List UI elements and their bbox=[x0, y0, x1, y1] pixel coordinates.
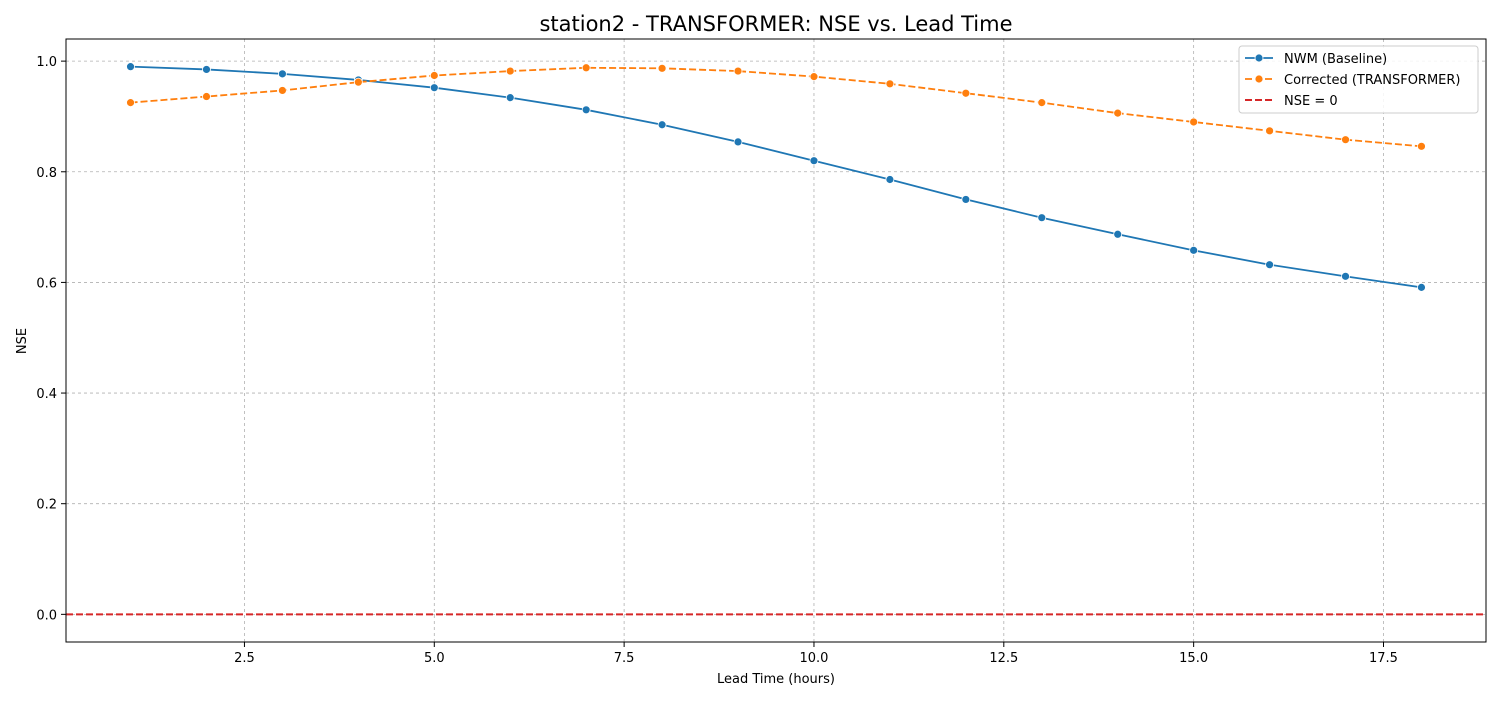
nwm-baseline-data-point bbox=[961, 195, 971, 204]
nwm-baseline-data-point bbox=[733, 137, 743, 147]
y-tick-label: 1.0 bbox=[36, 55, 57, 70]
x-tick-label: 2.5 bbox=[234, 651, 255, 666]
corrected-transformer-data-point bbox=[657, 63, 667, 73]
legend: NWM (Baseline) Corrected (TRANSFORMER) NSE… bbox=[1238, 45, 1479, 114]
nwm-baseline-data-point bbox=[1113, 229, 1123, 239]
corrected-transformer-data-point bbox=[278, 86, 287, 95]
corrected-transformer-data-point bbox=[1189, 117, 1199, 127]
nwm-baseline-data-point bbox=[278, 69, 287, 79]
y-tick-label: 0.6 bbox=[36, 276, 57, 291]
nwm-baseline-data-point bbox=[1037, 213, 1047, 223]
nwm-baseline-data-point bbox=[581, 105, 591, 115]
corrected-transformer-data-point bbox=[1417, 141, 1426, 151]
y-axis: 0.0 0.2 0.4 0.6 0.8 1.0 bbox=[36, 55, 66, 623]
x-tick-label: 15.0 bbox=[1179, 651, 1208, 666]
x-tick-label: 10.0 bbox=[799, 651, 828, 666]
nwm-baseline-data-point bbox=[202, 65, 211, 74]
nwm-baseline-data-point bbox=[429, 83, 439, 93]
corrected-transformer-data-point bbox=[126, 98, 135, 108]
x-tick-label: 17.5 bbox=[1369, 651, 1398, 666]
legend-corrected-transformer-label: Corrected (TRANSFORMER) bbox=[1284, 73, 1461, 88]
nwm-baseline-data-point bbox=[1341, 271, 1350, 281]
corrected-transformer-data-point bbox=[1037, 98, 1047, 108]
legend-nse-zero-label: NSE = 0 bbox=[1284, 94, 1338, 109]
corrected-transformer-data-point bbox=[1265, 126, 1274, 136]
nwm-baseline-data-point bbox=[1417, 282, 1426, 292]
y-tick-label: 0.0 bbox=[36, 608, 57, 623]
y-axis-label: NSE bbox=[15, 328, 30, 354]
x-tick-label: 12.5 bbox=[989, 651, 1018, 666]
legend-box bbox=[1238, 45, 1479, 114]
corrected-transformer-data-point bbox=[885, 79, 895, 89]
corrected-transformer-data-point bbox=[1113, 108, 1123, 118]
corrected-transformer-data-point bbox=[581, 63, 591, 73]
nwm-baseline-data-point bbox=[126, 62, 135, 72]
x-axis-label: Lead Time (hours) bbox=[717, 672, 835, 687]
nwm-baseline-data-point bbox=[809, 156, 819, 166]
corrected-transformer-data-point bbox=[961, 88, 971, 98]
y-tick-label: 0.2 bbox=[36, 498, 57, 513]
legend-nwm-baseline-label: NWM (Baseline) bbox=[1284, 52, 1387, 67]
nwm-baseline-data-point bbox=[657, 120, 667, 130]
corrected-transformer-data-point bbox=[353, 77, 363, 87]
y-tick-label: 0.8 bbox=[36, 166, 57, 181]
nwm-baseline-data-point bbox=[1265, 260, 1274, 270]
x-tick-label: 7.5 bbox=[614, 651, 635, 666]
x-axis: 2.5 5.0 7.5 10.0 12.5 15.0 17.5 bbox=[234, 642, 1398, 666]
series-layer bbox=[126, 62, 1426, 292]
corrected-transformer-data-point bbox=[1341, 135, 1350, 145]
legend-corrected-transformer-marker bbox=[1254, 74, 1264, 84]
corrected-transformer-data-point bbox=[505, 66, 515, 76]
nwm-baseline-series-line bbox=[130, 65, 1422, 289]
nwm-baseline-data-point bbox=[1189, 245, 1199, 255]
y-tick-label: 0.4 bbox=[36, 387, 57, 402]
x-tick-label: 5.0 bbox=[424, 651, 445, 666]
chart-title: station2 - TRANSFORMER: NSE vs. Lead Tim… bbox=[539, 12, 1012, 36]
corrected-transformer-data-point bbox=[809, 72, 819, 82]
corrected-transformer-data-point bbox=[429, 71, 439, 80]
plot-area-frame bbox=[65, 38, 1487, 643]
corrected-transformer-data-point bbox=[202, 92, 211, 101]
nwm-baseline-data-point bbox=[505, 93, 515, 103]
nwm-baseline-data-point bbox=[885, 175, 895, 184]
corrected-transformer-series-line bbox=[130, 66, 1422, 148]
legend-nwm-baseline-marker bbox=[1254, 53, 1264, 63]
corrected-transformer-data-point bbox=[733, 66, 743, 76]
